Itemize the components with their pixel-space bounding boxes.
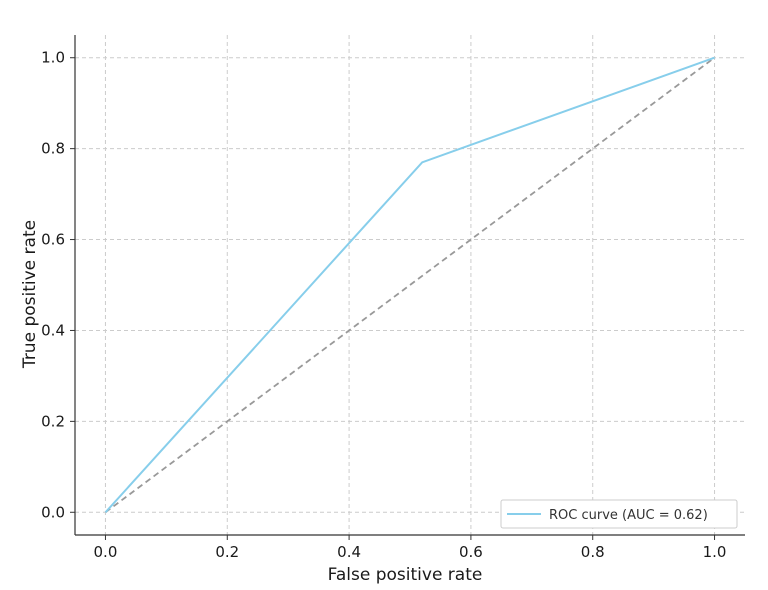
roc-curve-line <box>104 56 715 513</box>
chance-diagonal-line <box>104 56 716 514</box>
ticks: 0.0 0.2 0.4 0.6 0.8 1.0 0.0 0.2 0.4 0.6 0.8 1.0 <box>41 49 726 561</box>
y-tick-label: 0.4 <box>41 321 65 339</box>
axes <box>74 35 745 536</box>
y-tick-label: 0.8 <box>41 140 65 158</box>
y-tick-label: 0.0 <box>41 503 65 521</box>
x-tick-label: 0.0 <box>94 543 118 561</box>
y-axis-label: True positive rate <box>20 220 40 369</box>
x-tick-label: 0.8 <box>581 543 605 561</box>
legend: ROC curve (AUC = 0.62) <box>500 499 738 529</box>
series-lines <box>104 56 716 514</box>
y-tick-label: 1.0 <box>41 49 65 67</box>
legend-box <box>500 499 738 529</box>
y-tick-label: 0.6 <box>41 231 65 249</box>
grid-lines <box>75 35 745 535</box>
x-tick-label: 0.2 <box>215 543 239 561</box>
x-axis-label: False positive rate <box>328 565 483 585</box>
x-tick-label: 0.6 <box>459 543 483 561</box>
y-tick-label: 0.2 <box>41 412 65 430</box>
x-tick-label: 0.4 <box>337 543 361 561</box>
legend-entry-roc: ROC curve (AUC = 0.62) <box>549 508 708 523</box>
x-tick-label: 1.0 <box>703 543 727 561</box>
